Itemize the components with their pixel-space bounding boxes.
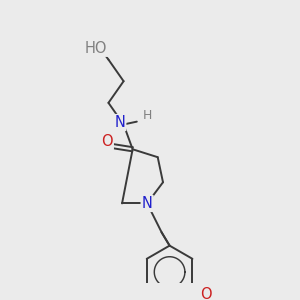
Text: N: N	[114, 115, 125, 130]
Text: HO: HO	[85, 41, 107, 56]
Text: N: N	[142, 196, 153, 211]
Text: H: H	[142, 109, 152, 122]
Text: O: O	[200, 287, 212, 300]
Text: O: O	[101, 134, 113, 149]
